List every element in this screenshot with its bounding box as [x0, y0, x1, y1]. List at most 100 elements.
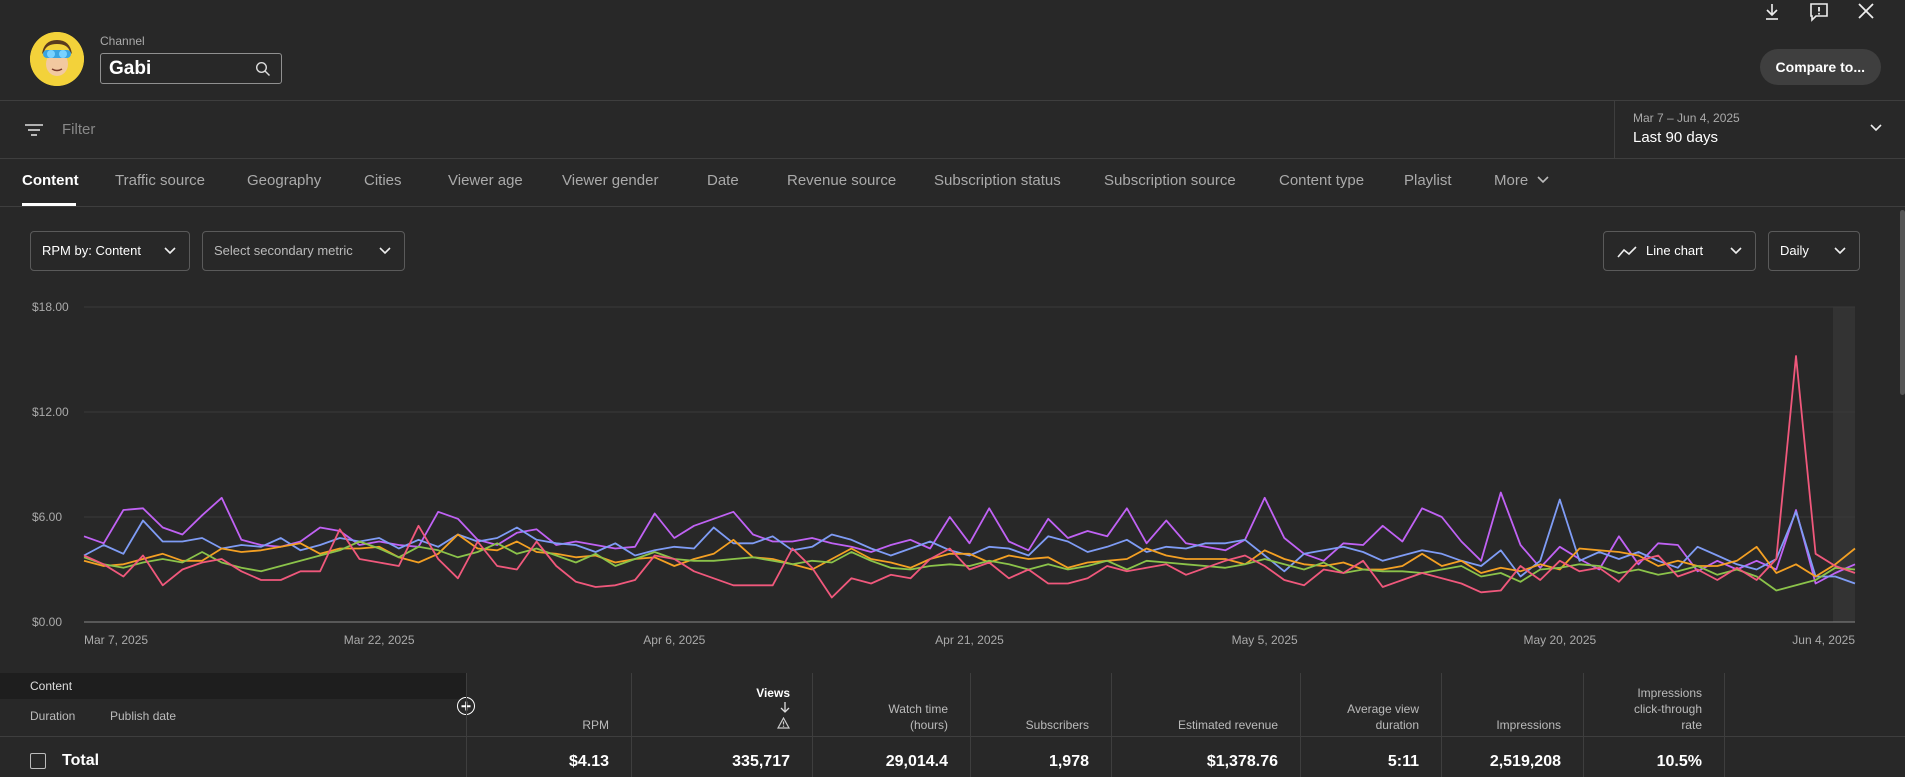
- x-tick-label: Jun 4, 2025: [1792, 633, 1855, 647]
- x-tick-label: May 20, 2025: [1523, 633, 1596, 647]
- date-range-text: Mar 7 – Jun 4, 2025: [1633, 111, 1740, 125]
- tab-subscription-source[interactable]: Subscription source: [1104, 172, 1236, 189]
- chevron-down-icon: [1537, 176, 1549, 184]
- y-tick-label: $18.00: [32, 300, 69, 314]
- column-header: Estimated revenue: [1177, 718, 1278, 732]
- x-tick-label: May 5, 2025: [1232, 633, 1298, 647]
- series-line-4: [83, 540, 1856, 592]
- avatar: [30, 32, 84, 86]
- tab-subscription-status[interactable]: Subscription status: [934, 172, 1061, 189]
- column-impressions[interactable]: Impressions 2,519,208: [1441, 673, 1583, 777]
- chevron-down-icon: [164, 247, 176, 255]
- tab-geography[interactable]: Geography: [247, 172, 322, 189]
- series-line-5: [83, 355, 1856, 599]
- total-row-label: Total: [62, 752, 100, 769]
- x-tick-label: Mar 7, 2025: [84, 633, 148, 647]
- chevron-down-icon: [1730, 247, 1742, 255]
- tab-playlist[interactable]: Playlist: [1404, 172, 1452, 189]
- sort-descending-icon[interactable]: [780, 701, 790, 713]
- date-range-picker[interactable]: Mar 7 – Jun 4, 2025 Last 90 days: [1614, 101, 1905, 159]
- tab-viewer-gender[interactable]: Viewer gender: [562, 172, 659, 189]
- filter-icon[interactable]: [24, 122, 44, 138]
- filter-input[interactable]: Filter: [62, 121, 96, 138]
- total-value: 5:11: [1387, 753, 1419, 770]
- total-value: $4.13: [568, 753, 609, 770]
- views-header-label: Views: [756, 686, 790, 700]
- publish-date-column-header[interactable]: Publish date: [110, 709, 177, 723]
- column-header: Impressions: [1496, 718, 1561, 732]
- total-value: 10.5%: [1656, 753, 1702, 770]
- close-icon[interactable]: [1857, 2, 1875, 20]
- y-tick-label: $0.00: [32, 615, 62, 629]
- dimension-tabs: Content Traffic source Geography Cities …: [0, 159, 1905, 207]
- chevron-down-icon: [1870, 124, 1882, 132]
- column-header: Views: [756, 669, 791, 733]
- channel-label: Channel: [100, 34, 145, 48]
- column-header: Average view duration: [1347, 702, 1419, 732]
- chevron-down-icon: [379, 247, 391, 255]
- interval-label: Daily: [1780, 243, 1809, 258]
- column-subscribers[interactable]: Subscribers 1,978: [970, 673, 1111, 777]
- interval-dropdown[interactable]: Daily: [1768, 231, 1860, 271]
- primary-metric-label: RPM by: Content: [42, 243, 141, 258]
- column-impressions-ctr[interactable]: Impressions click-through rate 10.5%: [1583, 673, 1724, 777]
- tab-content[interactable]: Content: [22, 172, 79, 189]
- line-chart-icon: [1617, 246, 1637, 258]
- total-value: 2,519,208: [1489, 753, 1561, 770]
- tab-content-type[interactable]: Content type: [1279, 172, 1365, 189]
- content-table: Content Duration Publish date RPM $4.13 …: [0, 673, 1905, 777]
- date-range-preset: Last 90 days: [1633, 129, 1719, 146]
- scrollbar[interactable]: [1900, 210, 1905, 395]
- column-header: Watch time (hours): [888, 702, 948, 732]
- total-value: 1,978: [1048, 753, 1089, 770]
- total-value: $1,378.76: [1206, 753, 1278, 770]
- chart-type-dropdown[interactable]: Line chart: [1603, 231, 1756, 271]
- column-rpm[interactable]: RPM $4.13: [466, 673, 631, 777]
- content-column-header: Content: [0, 673, 466, 699]
- warning-icon[interactable]: [776, 716, 791, 729]
- series-line-2: [83, 498, 1856, 585]
- filter-bar: Filter Mar 7 – Jun 4, 2025 Last 90 days: [0, 101, 1905, 159]
- hover-band: [1833, 307, 1855, 622]
- channel-name: Gabi: [109, 58, 152, 79]
- x-tick-label: Apr 21, 2025: [935, 633, 1004, 647]
- content-header-label: Content: [30, 679, 73, 693]
- chart-type-label: Line chart: [1646, 243, 1704, 258]
- select-all-checkbox[interactable]: [30, 753, 46, 769]
- secondary-metric-dropdown[interactable]: Select secondary metric: [202, 231, 405, 271]
- tab-revenue-source[interactable]: Revenue source: [787, 172, 897, 189]
- tab-more[interactable]: More: [1494, 172, 1550, 189]
- tab-viewer-age[interactable]: Viewer age: [448, 172, 523, 189]
- rpm-line-chart[interactable]: $18.00 $12.00 $6.00 $0.00 Mar 7, 2025 Mar 22,…: [0, 290, 1905, 660]
- total-value: 335,717: [732, 753, 790, 770]
- tab-date[interactable]: Date: [707, 172, 739, 189]
- y-tick-label: $12.00: [32, 405, 69, 419]
- channel-search-field[interactable]: Gabi: [100, 53, 282, 84]
- column-empty: [1724, 673, 1905, 777]
- series-line-3: [83, 533, 1856, 578]
- column-header: Subscribers: [1025, 718, 1089, 732]
- column-header: RPM: [582, 718, 609, 732]
- chevron-down-icon: [1834, 247, 1846, 255]
- download-icon[interactable]: [1763, 2, 1781, 22]
- y-tick-label: $6.00: [32, 510, 62, 524]
- secondary-metric-label: Select secondary metric: [214, 243, 353, 258]
- channel-header: Channel Gabi Compare to...: [0, 0, 1905, 101]
- compare-button[interactable]: Compare to...: [1759, 49, 1881, 85]
- tab-more-label: More: [1494, 172, 1529, 189]
- tab-traffic-source[interactable]: Traffic source: [115, 172, 206, 189]
- search-icon[interactable]: [255, 61, 271, 77]
- duration-column-header[interactable]: Duration: [30, 709, 76, 723]
- column-average-view-duration[interactable]: Average view duration 5:11: [1300, 673, 1441, 777]
- primary-metric-dropdown[interactable]: RPM by: Content: [30, 231, 190, 271]
- column-views[interactable]: Views 335,717: [631, 673, 812, 777]
- active-tab-indicator: [22, 203, 76, 206]
- column-estimated-revenue[interactable]: Estimated revenue $1,378.76: [1111, 673, 1300, 777]
- x-tick-label: Mar 22, 2025: [344, 633, 415, 647]
- x-tick-label: Apr 6, 2025: [643, 633, 705, 647]
- tab-cities[interactable]: Cities: [364, 172, 402, 189]
- column-header: Impressions click-through rate: [1633, 686, 1702, 732]
- feedback-icon[interactable]: [1809, 2, 1829, 22]
- column-watch-time[interactable]: Watch time (hours) 29,014.4: [812, 673, 970, 777]
- row-divider: [0, 736, 1905, 737]
